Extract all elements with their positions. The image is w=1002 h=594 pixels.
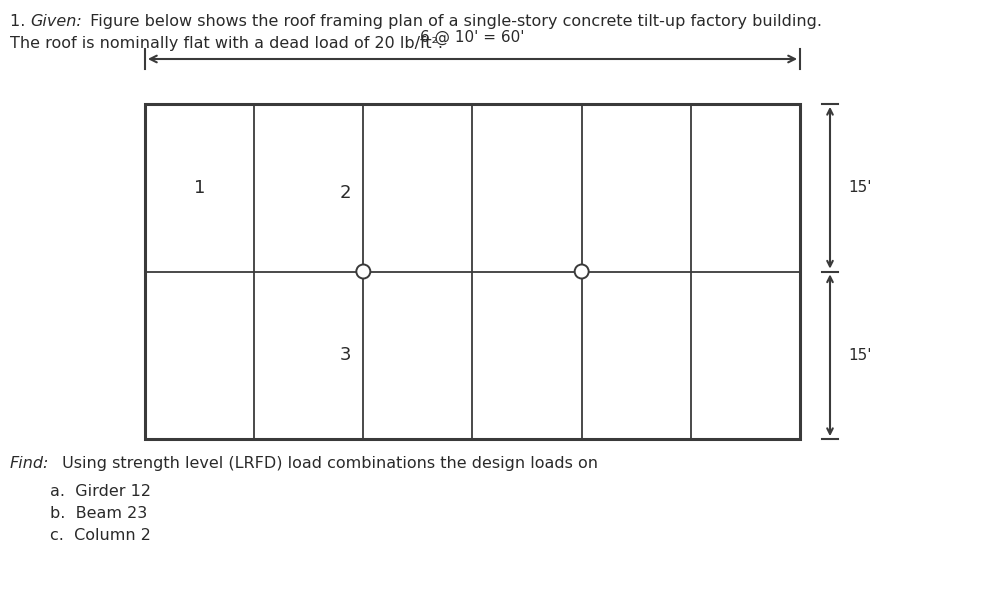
Text: 15': 15' xyxy=(848,347,872,363)
Text: b.  Beam 23: b. Beam 23 xyxy=(50,506,147,521)
Text: 3: 3 xyxy=(340,346,352,364)
Text: 15': 15' xyxy=(848,180,872,195)
Text: 1.: 1. xyxy=(10,14,30,29)
Text: 6 @ 10' = 60': 6 @ 10' = 60' xyxy=(420,30,525,45)
Text: Figure below shows the roof framing plan of a single-story concrete tilt-up fact: Figure below shows the roof framing plan… xyxy=(85,14,822,29)
Text: 1: 1 xyxy=(194,179,205,197)
Circle shape xyxy=(357,264,371,279)
Text: The roof is nominally flat with a dead load of 20 lb/ft².: The roof is nominally flat with a dead l… xyxy=(10,36,443,51)
Text: Find:: Find: xyxy=(10,456,49,471)
Bar xyxy=(145,104,800,439)
Text: a.  Girder 12: a. Girder 12 xyxy=(50,484,151,499)
Text: Given:: Given: xyxy=(30,14,82,29)
Circle shape xyxy=(575,264,588,279)
Text: Using strength level (LRFD) load combinations the design loads on: Using strength level (LRFD) load combina… xyxy=(57,456,598,471)
Text: c.  Column 2: c. Column 2 xyxy=(50,528,151,543)
Text: 2: 2 xyxy=(340,184,352,202)
